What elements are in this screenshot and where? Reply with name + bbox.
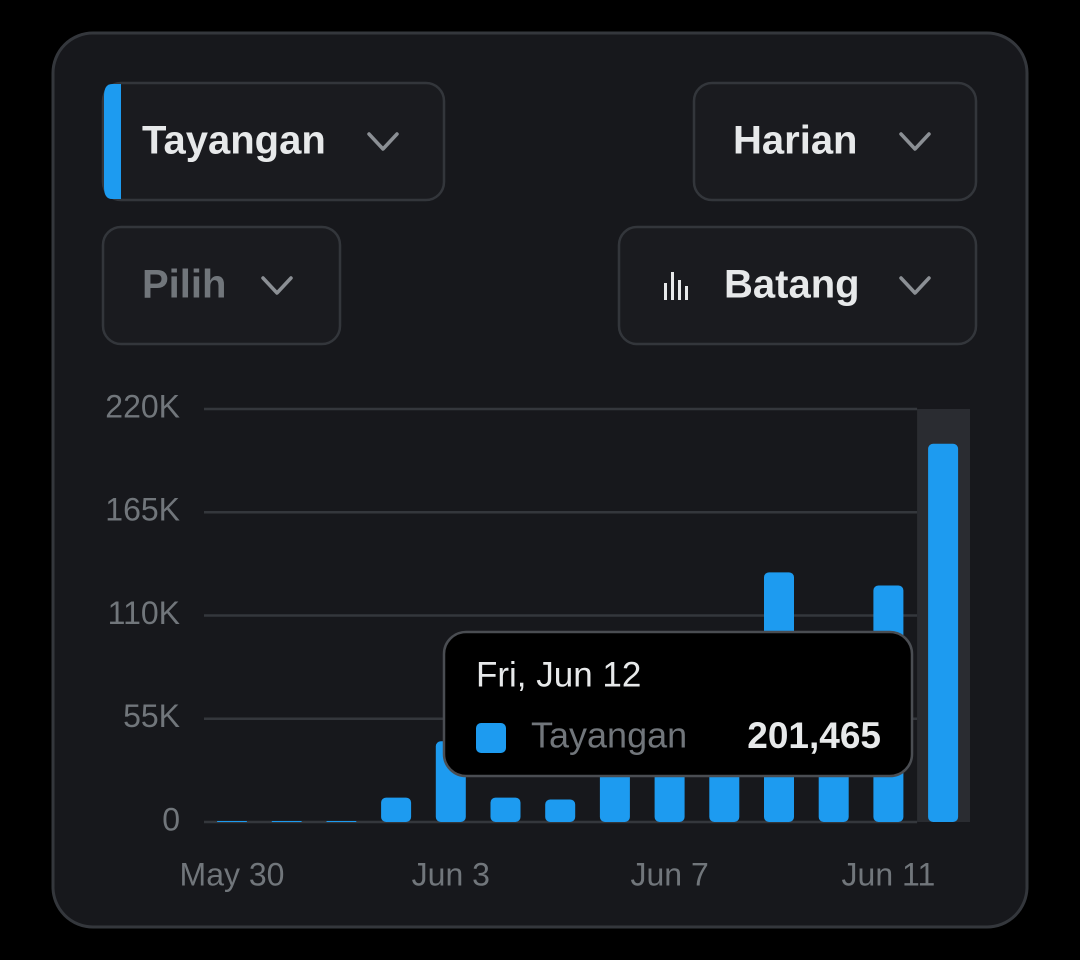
bar-icon xyxy=(664,272,688,300)
period-select[interactable]: Harian xyxy=(692,81,978,202)
tooltip-title: Fri, Jun 12 xyxy=(476,655,641,694)
bar xyxy=(217,821,247,822)
chevron xyxy=(899,276,931,295)
y-tick-label: 220K xyxy=(105,388,180,424)
x-tick-label: Jun 7 xyxy=(630,856,708,892)
chevron xyxy=(367,132,399,151)
bar xyxy=(545,799,576,822)
metric-box[interactable] xyxy=(101,81,446,202)
style-select[interactable]: Batang xyxy=(617,225,978,346)
x-tick-label: Jun 3 xyxy=(412,856,490,892)
y-tick-label: 55K xyxy=(123,698,180,734)
tooltip-box xyxy=(442,630,914,778)
y-tick-label: 165K xyxy=(105,492,180,528)
style-label: Batang xyxy=(724,263,860,307)
bar xyxy=(326,821,357,822)
y-tick-label: 0 xyxy=(162,801,180,837)
bar xyxy=(928,443,959,822)
period-label: Harian xyxy=(733,119,858,163)
y-tick-label: 110K xyxy=(108,595,180,631)
metric-stripe xyxy=(104,84,121,199)
bar xyxy=(381,797,412,822)
chevron xyxy=(899,132,931,151)
x-tick-label: Jun 11 xyxy=(842,856,936,892)
bar xyxy=(490,797,521,822)
chevron xyxy=(261,276,293,295)
metric-select[interactable]: Tayangan xyxy=(101,81,446,202)
style-box[interactable] xyxy=(617,225,978,346)
x-tick-label: May 30 xyxy=(180,856,285,892)
tooltip-series: Tayangan xyxy=(531,715,687,756)
period-box[interactable] xyxy=(692,81,978,202)
compare-label: Pilih xyxy=(142,263,226,307)
bar xyxy=(271,821,302,822)
tooltip: Fri, Jun 12 Tayangan 201,465 xyxy=(442,630,914,778)
tooltip-value: 201,465 xyxy=(747,715,881,756)
compare-select[interactable]: Pilih xyxy=(101,225,342,346)
metric-label: Tayangan xyxy=(142,119,326,163)
compare-box[interactable] xyxy=(101,225,342,346)
tooltip-swatch xyxy=(476,723,506,753)
